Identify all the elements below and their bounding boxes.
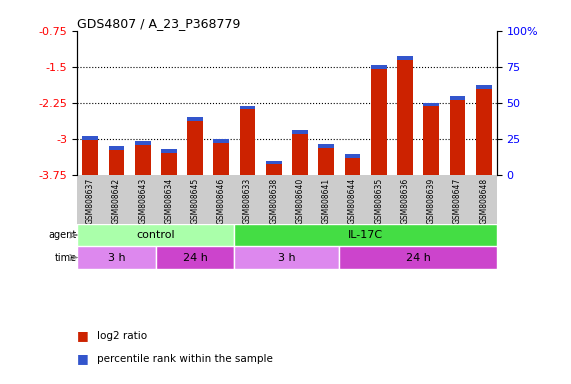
Bar	[161, 153, 177, 175]
Bar	[135, 141, 151, 145]
Text: GSM808633: GSM808633	[243, 178, 252, 224]
Text: 3 h: 3 h	[107, 253, 125, 263]
Bar	[476, 89, 492, 175]
Bar	[449, 96, 465, 100]
Text: GSM808641: GSM808641	[322, 178, 331, 224]
Bar	[266, 161, 282, 164]
Text: GSM808637: GSM808637	[86, 178, 95, 224]
Bar	[135, 145, 151, 175]
Bar	[77, 246, 156, 269]
Text: GSM808640: GSM808640	[296, 178, 304, 224]
Text: 24 h: 24 h	[183, 253, 208, 263]
Bar	[235, 224, 497, 246]
Bar	[214, 143, 229, 175]
Bar	[108, 150, 124, 175]
Text: ■: ■	[77, 353, 89, 366]
Bar	[371, 70, 387, 175]
Text: 24 h: 24 h	[405, 253, 431, 263]
Bar	[476, 85, 492, 89]
Bar	[292, 130, 308, 134]
Text: GSM808635: GSM808635	[374, 178, 383, 224]
Text: log2 ratio: log2 ratio	[97, 331, 147, 341]
Bar	[240, 106, 255, 109]
Text: GSM808646: GSM808646	[217, 178, 226, 224]
Text: GSM808648: GSM808648	[479, 178, 488, 224]
Bar	[319, 148, 334, 175]
Text: GSM808645: GSM808645	[191, 178, 200, 224]
Text: GSM808644: GSM808644	[348, 178, 357, 224]
Bar	[423, 103, 439, 106]
Text: GSM808642: GSM808642	[112, 178, 121, 224]
Bar	[108, 146, 124, 150]
Text: 3 h: 3 h	[278, 253, 296, 263]
Text: ■: ■	[77, 329, 89, 343]
Text: IL-17C: IL-17C	[348, 230, 383, 240]
Bar	[345, 154, 360, 158]
Text: percentile rank within the sample: percentile rank within the sample	[97, 354, 273, 364]
Text: GSM808643: GSM808643	[138, 178, 147, 224]
Bar	[371, 65, 387, 70]
Bar	[214, 139, 229, 143]
Bar	[77, 224, 235, 246]
Bar	[345, 158, 360, 175]
Bar	[397, 56, 413, 60]
Text: agent: agent	[49, 230, 77, 240]
Bar	[187, 121, 203, 175]
Text: GSM808636: GSM808636	[400, 178, 409, 224]
Bar	[235, 246, 339, 269]
Bar	[240, 109, 255, 175]
Bar	[449, 100, 465, 175]
Text: GSM808638: GSM808638	[270, 178, 278, 224]
Bar	[82, 140, 98, 175]
Bar	[319, 144, 334, 148]
Text: GSM808634: GSM808634	[164, 178, 174, 224]
Bar	[397, 60, 413, 175]
Bar	[292, 134, 308, 175]
Bar	[423, 106, 439, 175]
Bar	[187, 117, 203, 121]
Text: GSM808647: GSM808647	[453, 178, 462, 224]
Text: time: time	[54, 253, 77, 263]
Bar	[161, 149, 177, 153]
Bar	[156, 246, 235, 269]
Text: GSM808639: GSM808639	[427, 178, 436, 224]
Text: GDS4807 / A_23_P368779: GDS4807 / A_23_P368779	[77, 17, 240, 30]
Bar	[339, 246, 497, 269]
Text: control: control	[136, 230, 175, 240]
Bar	[266, 164, 282, 175]
Bar	[82, 136, 98, 140]
